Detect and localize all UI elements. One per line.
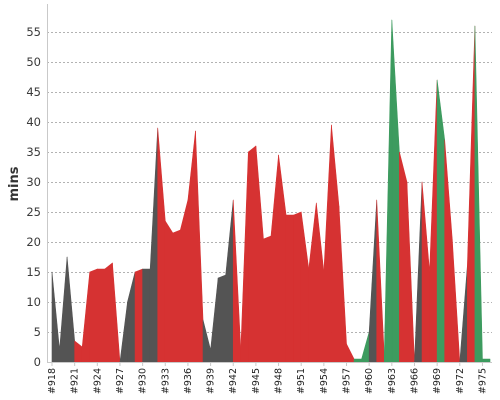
y-tick-label: 5 [34,325,41,339]
y-tick-label: 35 [26,145,41,159]
x-tick-labels: #918 #921 #924 #927 #930 #933 #936 #939 #942 #945… [47,362,488,394]
x-tick-label: #918 [47,368,58,394]
area-segment [459,265,468,363]
area-segment [270,154,279,363]
area-segment [202,319,211,363]
y-tick-label: 40 [26,115,41,129]
y-tick-label: 20 [26,235,41,249]
y-tick-label: 25 [26,205,41,219]
area-segment [112,262,121,363]
y-tick-label: 45 [26,85,41,99]
x-tick-label: #954 [319,368,330,394]
y-tick-label: 50 [26,55,41,69]
x-tick-label: #930 [138,368,149,394]
x-tick-label: #969 [432,368,443,394]
x-tick-label: #975 [477,368,488,394]
area-segment [444,139,453,363]
x-tick-label: #948 [274,368,285,394]
y-tick-label: 30 [26,175,41,189]
area-segment [383,19,393,363]
x-tick-label: #939 [206,368,217,394]
area-segment [217,274,226,363]
area-segment [119,301,128,363]
x-tick-label: #966 [409,368,420,394]
area-segment [89,268,98,363]
area-segment [180,199,189,363]
area-segment [300,211,310,363]
area-segment [51,271,60,363]
area-segment [225,199,234,363]
area-segment [142,268,151,363]
area-segment [187,130,196,363]
area-segment [467,25,476,363]
x-tick-label: #942 [228,368,239,394]
area-segment [391,19,400,363]
area-segment [164,220,174,363]
area-segment [172,229,181,363]
duration-area-series [51,19,491,363]
area-segment [331,124,340,363]
area-segment [232,199,242,363]
area-segment [293,211,302,363]
area-segment [338,205,347,363]
x-tick-label: #960 [364,368,375,394]
area-segment [255,145,264,363]
y-tick-label: 0 [34,355,41,369]
area-segment [376,199,385,363]
area-segment [399,151,408,363]
x-tick-label: #972 [455,368,466,394]
area-segment [482,358,491,363]
x-tick-label: #936 [183,368,194,394]
y-tick-label: 10 [26,295,41,309]
area-segment [451,238,461,363]
y-tick-labels: 0 5 10 15 20 25 30 35 40 45 50 55 [26,25,41,369]
area-segment [195,130,204,363]
area-segment [285,214,294,363]
area-segment [474,25,483,363]
area-segment [406,181,415,363]
area-segment [323,124,332,363]
y-axis-title: mins [7,166,22,201]
x-tick-label: #933 [160,368,171,394]
area-segment [81,271,91,363]
area-segment [263,235,272,363]
x-tick-label: #963 [387,368,398,394]
x-tick-label: #921 [70,368,81,394]
area-segment [361,331,370,363]
area-segment [127,271,136,363]
axes [47,4,492,363]
area-segment [134,268,143,363]
x-tick-label: #951 [296,368,307,394]
area-segment [210,277,219,363]
area-segment [414,181,423,363]
area-segment [368,199,378,363]
area-segment [104,262,113,363]
area-segment [316,202,325,363]
y-tick-label: 55 [26,25,41,39]
area-segment [248,145,257,363]
area-segment [353,358,362,363]
y-tick-label: 15 [26,265,41,279]
area-segment [66,256,75,363]
area-segment [74,340,83,363]
area-segment [157,127,166,363]
x-tick-label: #945 [251,368,262,394]
x-tick-label: #924 [92,368,103,394]
area-segment [97,268,106,363]
area-segment [346,343,355,363]
x-tick-label: #957 [342,368,353,394]
area-segment [421,181,430,363]
area-segment [308,202,317,363]
area-segment [240,151,249,363]
area-segment [149,127,159,363]
area-segment [429,79,438,363]
x-tick-label: #927 [115,368,126,394]
area-segment [278,154,287,363]
